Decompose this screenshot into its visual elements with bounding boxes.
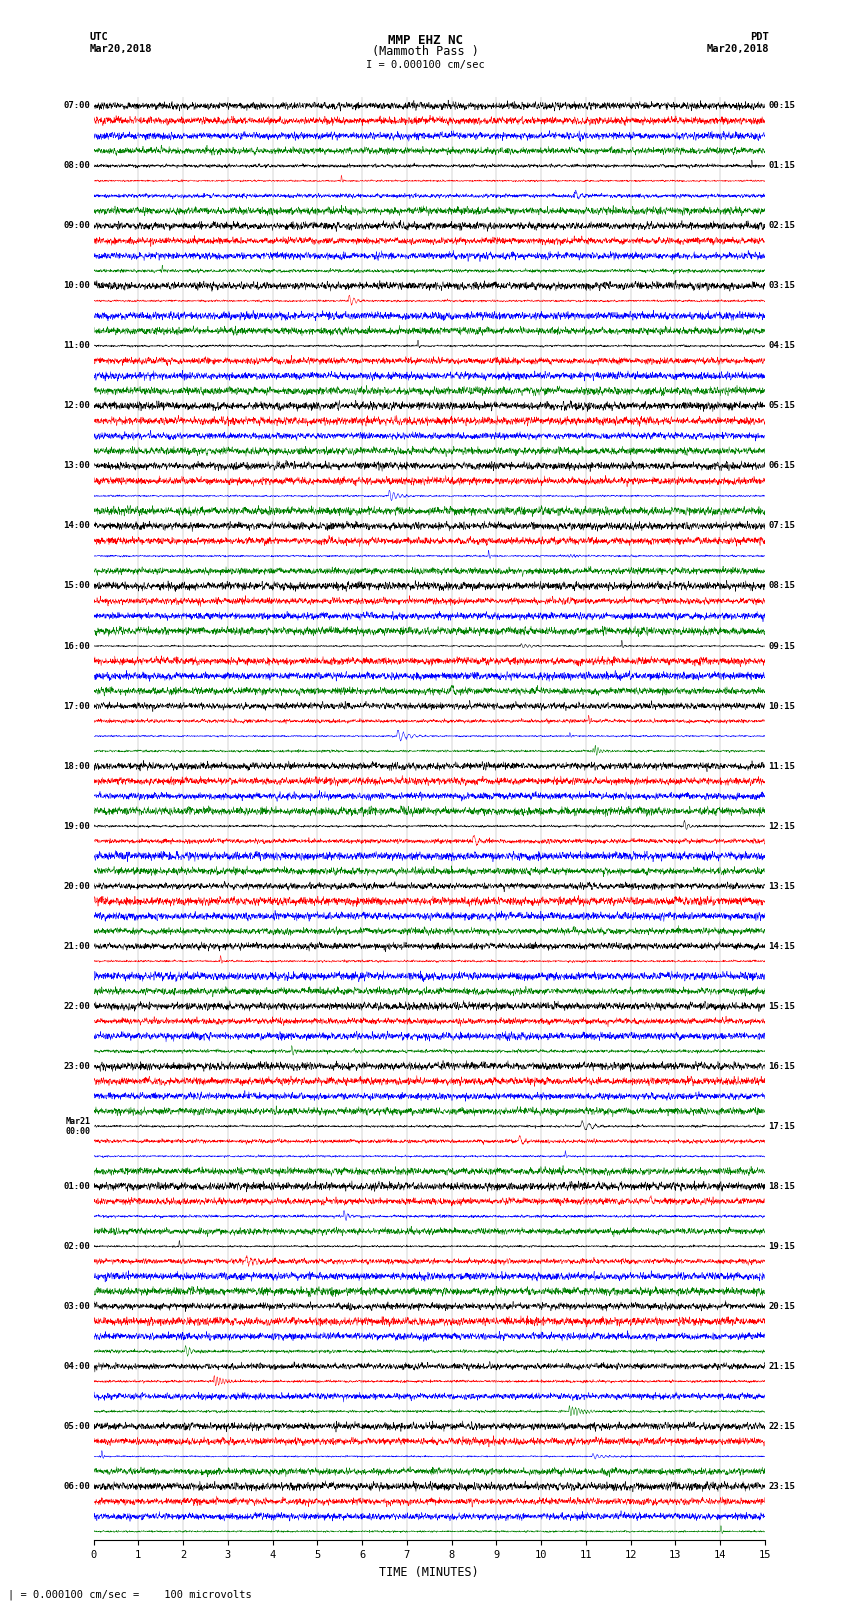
Text: 22:15: 22:15 xyxy=(768,1423,796,1431)
Text: 07:15: 07:15 xyxy=(768,521,796,531)
Text: MMP EHZ NC: MMP EHZ NC xyxy=(388,34,462,47)
Text: | = 0.000100 cm/sec =    100 microvolts: | = 0.000100 cm/sec = 100 microvolts xyxy=(8,1589,252,1600)
Text: 18:15: 18:15 xyxy=(768,1182,796,1190)
Text: 05:15: 05:15 xyxy=(768,402,796,410)
Text: 15:15: 15:15 xyxy=(768,1002,796,1011)
Text: 21:15: 21:15 xyxy=(768,1361,796,1371)
Text: 00:15: 00:15 xyxy=(768,102,796,110)
Text: UTC: UTC xyxy=(89,32,108,42)
Text: 09:00: 09:00 xyxy=(63,221,90,231)
Text: PDT: PDT xyxy=(751,32,769,42)
Text: 07:00: 07:00 xyxy=(63,102,90,110)
Text: 16:15: 16:15 xyxy=(768,1061,796,1071)
Text: 19:00: 19:00 xyxy=(63,821,90,831)
Text: 23:00: 23:00 xyxy=(63,1061,90,1071)
Text: 12:00: 12:00 xyxy=(63,402,90,410)
Text: 01:00: 01:00 xyxy=(63,1182,90,1190)
Text: 08:15: 08:15 xyxy=(768,582,796,590)
Text: (Mammoth Pass ): (Mammoth Pass ) xyxy=(371,45,479,58)
Text: Mar21
00:00: Mar21 00:00 xyxy=(65,1116,90,1136)
X-axis label: TIME (MINUTES): TIME (MINUTES) xyxy=(379,1566,479,1579)
Text: 05:00: 05:00 xyxy=(63,1423,90,1431)
Text: 04:00: 04:00 xyxy=(63,1361,90,1371)
Text: 12:15: 12:15 xyxy=(768,821,796,831)
Text: 13:15: 13:15 xyxy=(768,882,796,890)
Text: 17:15: 17:15 xyxy=(768,1121,796,1131)
Text: 06:00: 06:00 xyxy=(63,1482,90,1490)
Text: 02:00: 02:00 xyxy=(63,1242,90,1250)
Text: 14:00: 14:00 xyxy=(63,521,90,531)
Text: Mar20,2018: Mar20,2018 xyxy=(706,44,769,53)
Text: 04:15: 04:15 xyxy=(768,342,796,350)
Text: 11:00: 11:00 xyxy=(63,342,90,350)
Text: 10:15: 10:15 xyxy=(768,702,796,711)
Text: Mar20,2018: Mar20,2018 xyxy=(89,44,152,53)
Text: 23:15: 23:15 xyxy=(768,1482,796,1490)
Text: 18:00: 18:00 xyxy=(63,761,90,771)
Text: 01:15: 01:15 xyxy=(768,161,796,171)
Text: 20:15: 20:15 xyxy=(768,1302,796,1311)
Text: 02:15: 02:15 xyxy=(768,221,796,231)
Text: 03:00: 03:00 xyxy=(63,1302,90,1311)
Text: 22:00: 22:00 xyxy=(63,1002,90,1011)
Text: 10:00: 10:00 xyxy=(63,281,90,290)
Text: 15:00: 15:00 xyxy=(63,582,90,590)
Text: 11:15: 11:15 xyxy=(768,761,796,771)
Text: 13:00: 13:00 xyxy=(63,461,90,471)
Text: 03:15: 03:15 xyxy=(768,281,796,290)
Text: 06:15: 06:15 xyxy=(768,461,796,471)
Text: I = 0.000100 cm/sec: I = 0.000100 cm/sec xyxy=(366,60,484,69)
Text: 17:00: 17:00 xyxy=(63,702,90,711)
Text: 08:00: 08:00 xyxy=(63,161,90,171)
Text: 20:00: 20:00 xyxy=(63,882,90,890)
Text: 14:15: 14:15 xyxy=(768,942,796,950)
Text: 09:15: 09:15 xyxy=(768,642,796,650)
Text: 21:00: 21:00 xyxy=(63,942,90,950)
Text: 19:15: 19:15 xyxy=(768,1242,796,1250)
Text: 16:00: 16:00 xyxy=(63,642,90,650)
